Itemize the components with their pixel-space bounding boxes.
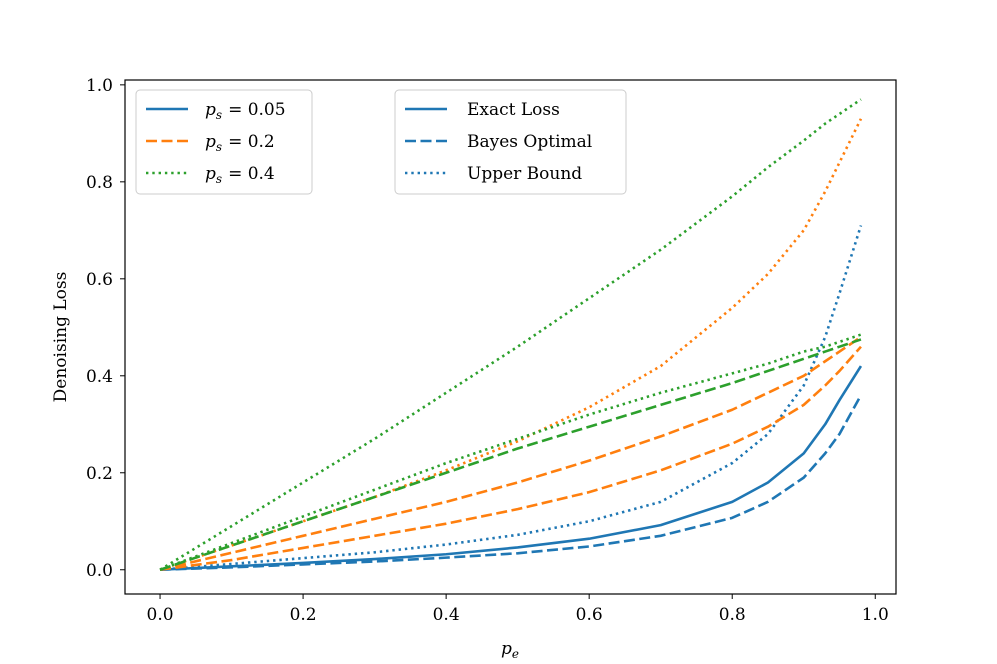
y-axis-title: Denoising Loss: [51, 272, 71, 403]
y-tick-label: 0.0: [86, 561, 113, 581]
x-axis-title: pe: [501, 639, 519, 661]
series-line-8: Bayes Optimal, p_s = 0.4: [159, 333, 862, 571]
x-tick-label: 0.6: [576, 605, 603, 625]
legend-frame: [394, 89, 627, 195]
legend-label: Bayes Optimal: [467, 132, 592, 152]
series-layer: Exact Loss, p_s = 0.05Bayes Optimal, p_s…: [159, 98, 863, 572]
legend-label: ps = 0.2: [205, 132, 275, 154]
x-tick-label: 1.0: [862, 605, 889, 625]
series-line-2: Bayes Optimal, p_s = 0.05: [160, 394, 863, 572]
x-tick-label: 0.8: [719, 605, 746, 625]
y-tick-label: 0.6: [86, 270, 113, 290]
legend-frame: [135, 89, 313, 195]
y-tick-label: 1.0: [86, 76, 113, 96]
y-axis-ticks: 0.0 0.2 0.4 0.6 0.8 1.0: [86, 76, 125, 581]
series-line-1: Exact Loss, p_s = 0.05: [159, 365, 863, 572]
legend-label: ps = 0.4: [205, 164, 275, 186]
x-tick-label: 0.4: [433, 605, 460, 625]
series-line-4: Exact Loss, p_s = 0.2: [159, 335, 862, 572]
series-line-7: Exact Loss, p_s = 0.4: [159, 338, 862, 571]
y-tick-label: 0.2: [86, 464, 113, 484]
legend-ps: ps = 0.05 ps = 0.2 ps = 0.4: [135, 89, 313, 195]
legend-label: ps = 0.05: [205, 100, 286, 122]
y-tick-label: 0.4: [86, 367, 113, 387]
y-tick-label: 0.8: [86, 173, 113, 193]
axes-frame: [124, 79, 897, 595]
x-tick-label: 0.2: [290, 605, 317, 625]
legend-label: Exact Loss: [467, 100, 560, 120]
series-line-6: Upper Bound, p_s = 0.2: [159, 118, 863, 571]
x-tick-label: 0.0: [147, 605, 174, 625]
series-line-3: Upper Bound, p_s = 0.05: [159, 225, 863, 572]
x-axis-ticks: 0.0 0.2 0.4 0.6 0.8 1.0: [147, 594, 889, 625]
legend-label: Upper Bound: [467, 164, 582, 184]
series-line-5: Bayes Optimal, p_s = 0.2: [159, 345, 862, 572]
legend-loss-type: Exact Loss Bayes Optimal Upper Bound: [394, 89, 627, 195]
